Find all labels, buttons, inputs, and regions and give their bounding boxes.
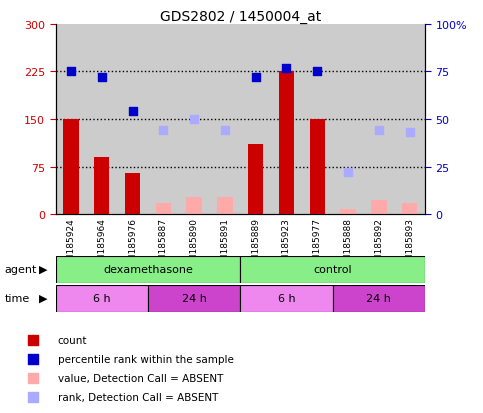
Bar bbox=[310, 120, 325, 215]
Point bbox=[98, 75, 106, 81]
Bar bbox=[186, 197, 202, 215]
Bar bbox=[179, 25, 210, 215]
Bar bbox=[217, 197, 233, 215]
Bar bbox=[364, 25, 394, 215]
Point bbox=[344, 170, 352, 176]
Bar bbox=[94, 158, 110, 215]
Point bbox=[252, 75, 259, 81]
Point bbox=[403, 120, 411, 126]
Bar bbox=[56, 256, 241, 283]
Bar bbox=[271, 25, 302, 215]
Bar bbox=[341, 210, 356, 215]
Bar bbox=[302, 25, 333, 215]
Point bbox=[375, 128, 383, 135]
Bar bbox=[279, 72, 294, 215]
Point bbox=[67, 69, 75, 76]
Bar bbox=[148, 25, 179, 215]
Bar bbox=[402, 203, 417, 215]
Bar bbox=[56, 285, 148, 312]
Text: 24 h: 24 h bbox=[182, 293, 207, 304]
Bar bbox=[371, 201, 386, 215]
Text: time: time bbox=[5, 293, 30, 304]
Bar bbox=[248, 145, 263, 215]
Text: 6 h: 6 h bbox=[278, 293, 295, 304]
Bar bbox=[394, 25, 425, 215]
Bar bbox=[210, 25, 240, 215]
Bar bbox=[63, 120, 79, 215]
Point bbox=[128, 109, 136, 116]
Text: value, Detection Call = ABSENT: value, Detection Call = ABSENT bbox=[57, 373, 223, 383]
Bar bbox=[117, 25, 148, 215]
Bar bbox=[156, 203, 171, 215]
Point bbox=[159, 128, 167, 135]
Text: ▶: ▶ bbox=[39, 293, 48, 304]
Point bbox=[403, 291, 411, 297]
Text: control: control bbox=[313, 264, 352, 275]
Text: ▶: ▶ bbox=[39, 264, 48, 275]
Bar bbox=[125, 173, 140, 215]
Bar bbox=[241, 256, 425, 283]
Text: 24 h: 24 h bbox=[367, 293, 391, 304]
Bar bbox=[56, 25, 86, 215]
Point bbox=[221, 128, 229, 135]
Text: rank, Detection Call = ABSENT: rank, Detection Call = ABSENT bbox=[57, 392, 218, 402]
Bar bbox=[333, 25, 364, 215]
Bar bbox=[86, 25, 117, 215]
Text: 6 h: 6 h bbox=[93, 293, 111, 304]
Bar bbox=[240, 25, 271, 215]
Text: count: count bbox=[57, 335, 87, 345]
Text: agent: agent bbox=[5, 264, 37, 275]
Text: dexamethasone: dexamethasone bbox=[103, 264, 193, 275]
Bar bbox=[148, 285, 241, 312]
Text: percentile rank within the sample: percentile rank within the sample bbox=[57, 354, 233, 364]
Bar bbox=[333, 285, 425, 312]
Point bbox=[406, 130, 413, 136]
Title: GDS2802 / 1450004_at: GDS2802 / 1450004_at bbox=[160, 10, 321, 24]
Bar bbox=[241, 285, 333, 312]
Point bbox=[190, 116, 198, 123]
Point bbox=[283, 65, 290, 72]
Point bbox=[313, 69, 321, 76]
